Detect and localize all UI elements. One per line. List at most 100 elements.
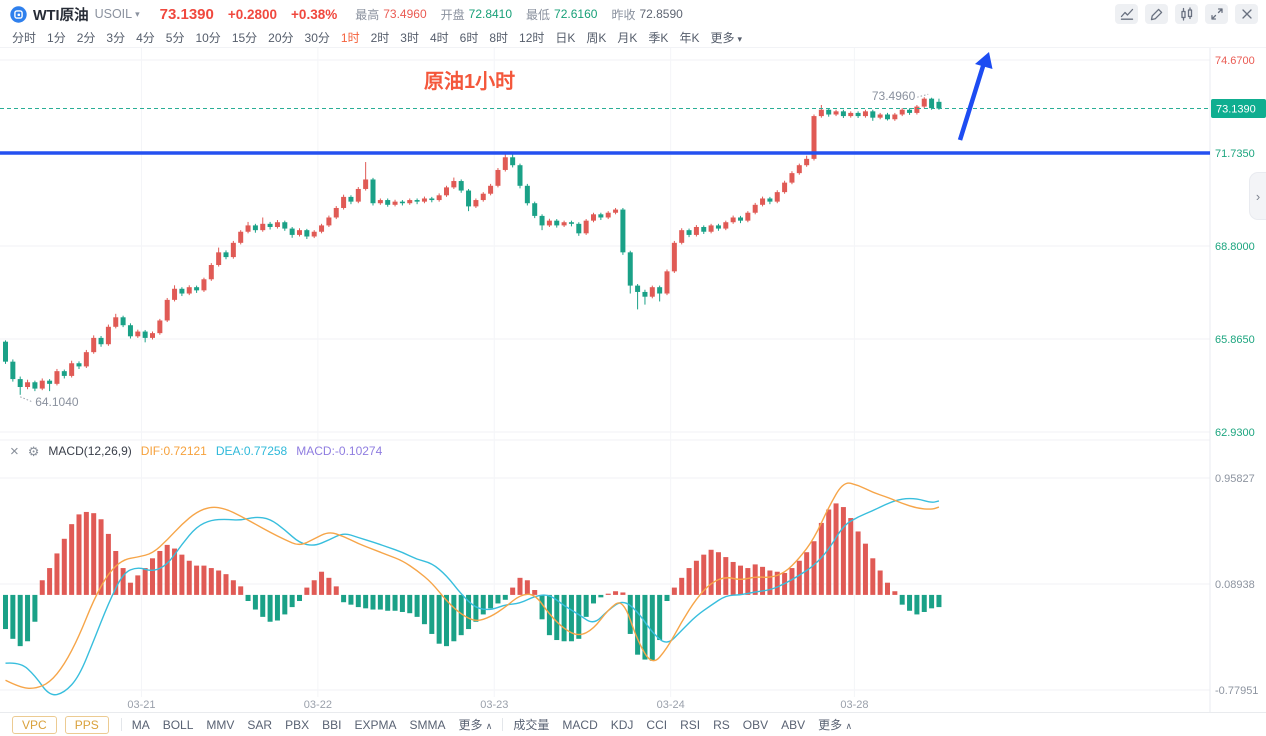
sub-indicator-成交量[interactable]: 成交量: [513, 718, 550, 732]
timeframe-15分[interactable]: 15分: [231, 31, 258, 45]
macd-indicator-header: × ⚙ MACD(12,26,9) DIF:0.72121 DEA:0.7725…: [10, 442, 382, 460]
overlay-indicator-PBX[interactable]: PBX: [285, 717, 310, 732]
timeframe-20分[interactable]: 20分: [268, 31, 294, 45]
chart-toolbar-buttons: [1115, 4, 1258, 24]
macd-hist-value: MACD:-0.10274: [296, 444, 383, 458]
chart-annotations: 原油1小时 73.4960 64.1040: [20, 52, 993, 409]
timeframe-bar: 分时 1分 2分 3分 4分 5分 10分 15分 20分 30分 1时 2时 3时 4时 6时 8时 12时日…: [0, 28, 1266, 48]
close-icon: [1241, 9, 1252, 19]
timeframe-5分[interactable]: 5分: [165, 31, 185, 45]
chart-gridlines: [0, 48, 1211, 712]
trend-arrow: [957, 62, 987, 141]
overlay-indicator-BBI[interactable]: BBI: [322, 717, 342, 732]
sub-indicator-KDJ[interactable]: KDJ: [610, 717, 634, 732]
timeframe-1分[interactable]: 1分: [47, 31, 66, 45]
candle-style-button[interactable]: [1175, 4, 1198, 24]
timeframe-10分[interactable]: 10分: [195, 31, 221, 45]
symbol-header: WTI原油 USOIL ▾ 73.1390 +0.2800 +0.38% 最高 7…: [0, 0, 1266, 28]
stat-昨收: 昨收 72.8590: [611, 7, 683, 22]
current-price-badge: [1211, 99, 1266, 119]
macd-title: MACD(12,26,9): [48, 444, 132, 458]
timeframe-周K[interactable]: 周K: [586, 31, 607, 45]
overlay-indicator-SMMA[interactable]: SMMA: [409, 717, 446, 732]
timeframe-年K[interactable]: 年K: [679, 31, 700, 45]
date-axis: 03-21 03-22 03-23 03-24 03-28: [127, 699, 868, 711]
timeframe-12时[interactable]: 12时: [519, 31, 545, 45]
timeframe-1时[interactable]: 1时: [340, 31, 360, 45]
divider: [502, 718, 504, 731]
macd-close-icon[interactable]: ×: [10, 442, 19, 460]
overlay-indicator-SAR[interactable]: SAR: [247, 717, 273, 732]
timeframe-30分[interactable]: 30分: [304, 31, 330, 45]
drawing-tool-vpc-button[interactable]: VPC: [12, 715, 57, 734]
timeframe-2时[interactable]: 2时: [370, 31, 390, 45]
timeframe-more-menu[interactable]: 更多 ▾: [710, 31, 742, 45]
stat-最高: 最高 73.4960: [355, 7, 427, 22]
app-logo-icon: [10, 5, 27, 23]
drawing-tool-pps-button[interactable]: PPS: [64, 715, 109, 734]
svg-text:03-21: 03-21: [127, 699, 155, 711]
timeframe-4分[interactable]: 4分: [136, 31, 155, 45]
sub-indicator-CCI[interactable]: CCI: [646, 717, 668, 732]
timeframe-月K[interactable]: 月K: [617, 31, 638, 45]
fullscreen-button[interactable]: [1205, 4, 1228, 24]
timeframe-3分[interactable]: 3分: [106, 31, 126, 45]
sub-indicator-RS[interactable]: RS: [713, 717, 730, 732]
macd-settings-gear-icon[interactable]: ⚙: [27, 443, 40, 459]
price-change-percent: +0.38%: [291, 6, 338, 22]
pencil-icon: [1150, 8, 1162, 21]
timeframe-分时[interactable]: 分时: [12, 31, 37, 45]
low-price-annotation: 64.1040: [35, 395, 79, 409]
draw-button[interactable]: [1145, 4, 1168, 24]
sub-indicator-RSI[interactable]: RSI: [680, 717, 701, 732]
macd-histogram: [3, 503, 942, 661]
svg-text:74.6700: 74.6700: [1215, 55, 1255, 67]
sub-indicator-more-menu[interactable]: 更多 ∧: [818, 718, 853, 732]
sub-indicator-OBV[interactable]: OBV: [742, 717, 769, 732]
trend-line-icon: [1120, 8, 1133, 20]
overlay-indicator-MMV[interactable]: MMV: [206, 717, 235, 732]
price-axis: 74.6700 71.7350 68.8000 65.8650 62.9300 73.13…: [1211, 55, 1266, 697]
overlay-indicator-EXPMA[interactable]: EXPMA: [354, 717, 397, 732]
divider: [120, 718, 122, 731]
timeframe-季K[interactable]: 季K: [648, 31, 669, 45]
indicator-bar: VPC PPS MA BOLL MMV SAR PBX BBI EXPMA SMMA 更多 ∧ 成交量…: [0, 712, 1266, 736]
candles-icon: [1180, 7, 1192, 21]
timeframe-8时[interactable]: 8时: [489, 31, 509, 45]
macd-lines: [5, 482, 940, 696]
high-price-annotation: 73.4960: [872, 89, 916, 103]
overlay-indicator-MA[interactable]: MA: [131, 717, 150, 732]
price-change: +0.2800: [227, 6, 278, 22]
overlay-more-menu[interactable]: 更多 ∧: [458, 718, 493, 732]
timeframe-日K[interactable]: 日K: [555, 31, 576, 45]
candlestick-chart-canvas[interactable]: 74.6700 71.7350 68.8000 65.8650 62.9300 73.13…: [0, 48, 1266, 712]
timeframe-4时[interactable]: 4时: [429, 31, 449, 45]
timeframe-3时[interactable]: 3时: [400, 31, 419, 45]
sub-indicator-ABV[interactable]: ABV: [781, 717, 806, 732]
side-panel-toggle[interactable]: ›: [1249, 172, 1266, 220]
price-lines: [0, 108, 1210, 155]
line-chart-button[interactable]: [1115, 4, 1138, 24]
svg-text:03-24: 03-24: [657, 699, 685, 711]
last-price: 73.1390: [159, 5, 214, 23]
sub-indicator-MACD[interactable]: MACD: [562, 717, 598, 732]
stat-最低: 最低 72.6160: [526, 7, 598, 22]
svg-text:0.08938: 0.08938: [1215, 579, 1255, 591]
overlay-indicator-BOLL[interactable]: BOLL: [162, 717, 194, 732]
close-button[interactable]: [1235, 4, 1258, 24]
svg-text:03-28: 03-28: [840, 699, 868, 711]
svg-text:71.7350: 71.7350: [1215, 148, 1255, 160]
svg-text:03-23: 03-23: [480, 699, 508, 711]
svg-text:-0.77951: -0.77951: [1215, 685, 1258, 697]
timeframe-6时[interactable]: 6时: [459, 31, 479, 45]
symbol-dropdown-caret-icon[interactable]: ▾: [135, 8, 140, 19]
svg-text:68.8000: 68.8000: [1215, 241, 1255, 253]
svg-text:65.8650: 65.8650: [1215, 334, 1255, 346]
stat-开盘: 开盘 72.8410: [440, 7, 513, 22]
candlestick-series: [3, 97, 942, 395]
svg-text:73.1390: 73.1390: [1216, 104, 1256, 116]
timeframe-2分[interactable]: 2分: [76, 31, 96, 45]
daily-stats: 最高 73.4960 开盘 72.8410 最低 72.6160 昨收 72.8590: [355, 6, 683, 23]
svg-text:62.9300: 62.9300: [1215, 427, 1255, 439]
